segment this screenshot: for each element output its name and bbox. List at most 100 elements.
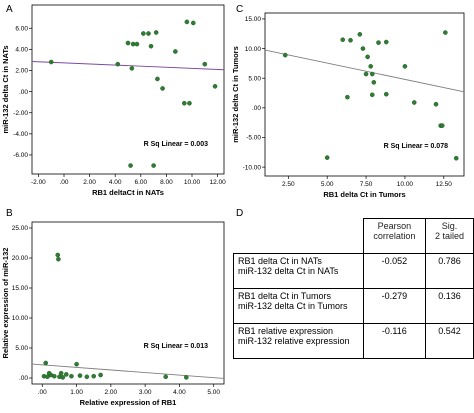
- table-header-sig: Sig. 2 tailed: [425, 218, 474, 254]
- data-point: [155, 76, 160, 82]
- table-header-row: Pearson correlation Sig. 2 tailed: [233, 218, 474, 254]
- data-point: [345, 94, 350, 100]
- x-tick-label: .00: [59, 179, 68, 186]
- y-axis-label: miR-132 delta Ct in Tumors: [231, 46, 240, 143]
- x-tick-label: 7.50: [360, 181, 373, 188]
- data-point: [368, 64, 374, 69]
- y-tick-label: 6.00: [15, 25, 28, 32]
- x-axis-label: RB1 deltaCt in NATs: [92, 188, 164, 197]
- data-point: [369, 92, 375, 98]
- data-point: [129, 66, 135, 71]
- data-point: [128, 163, 133, 168]
- data-point: [134, 41, 140, 47]
- data-point: [48, 59, 54, 65]
- r-squared-label: R Sq Linear = 0.003: [144, 141, 208, 148]
- x-tick-label: 6.00: [134, 179, 147, 186]
- data-point: [402, 64, 408, 69]
- y-axis-label: Relative expression of miR-132: [1, 248, 10, 359]
- data-point: [371, 80, 377, 85]
- x-tick-label: 4.00: [109, 179, 122, 186]
- data-point: [141, 31, 146, 36]
- x-axis-label: RB1 delta Ct in Tumors: [323, 190, 405, 199]
- data-point: [453, 155, 459, 161]
- data-point: [91, 373, 97, 379]
- data-point: [365, 54, 370, 60]
- panel-label-b: B: [6, 208, 13, 219]
- panel-label-d: D: [236, 208, 243, 219]
- data-point: [69, 373, 74, 379]
- data-point: [183, 375, 189, 380]
- row-pearson: -0.116: [362, 322, 427, 359]
- data-point: [148, 43, 154, 49]
- x-tick-label: 5.00: [207, 389, 220, 396]
- data-point: [77, 373, 83, 378]
- row-label: RB1 relative expression miR-132 relative…: [233, 322, 364, 359]
- table-row: RB1 relative expression miR-132 relative…: [233, 322, 474, 359]
- data-point: [63, 372, 69, 377]
- row-sig: 0.786: [425, 252, 474, 289]
- data-point: [58, 370, 64, 376]
- x-tick-label: 10.00: [397, 181, 414, 188]
- data-point: [383, 91, 389, 97]
- x-axis-label: Relative expression of RB1: [80, 398, 177, 407]
- data-point: [74, 361, 79, 367]
- plot-frame: [264, 12, 465, 177]
- y-tick-label: 20.00: [12, 255, 29, 262]
- data-point: [130, 41, 136, 47]
- data-point: [84, 374, 90, 380]
- table-row: RB1 delta Ct in Tumors miR-132 delta Ct …: [233, 287, 474, 324]
- y-tick-label: -2.00: [13, 110, 28, 117]
- panel-label-a: A: [6, 4, 13, 15]
- data-point: [202, 61, 208, 67]
- plot-frame: [31, 4, 225, 175]
- y-tick-label: 15.00: [12, 285, 29, 292]
- row-sig: 0.136: [425, 287, 474, 324]
- x-tick-label: 2.00: [83, 179, 96, 186]
- data-point: [369, 71, 375, 77]
- y-tick-label: .00: [252, 105, 261, 112]
- x-tick-label: 8.00: [160, 179, 173, 186]
- data-point: [443, 30, 448, 35]
- data-point: [433, 101, 439, 107]
- y-tick-label: -6.00: [13, 152, 28, 159]
- data-point: [340, 37, 346, 42]
- y-tick-label: 10.00: [12, 315, 29, 322]
- table-header-corner: [233, 218, 364, 254]
- y-tick-label: 10.00: [245, 46, 262, 53]
- x-tick-label: -2.00: [31, 179, 46, 186]
- row-label: RB1 delta Ct in NATs miR-132 delta Ct in…: [233, 252, 364, 289]
- data-point: [151, 163, 156, 168]
- data-point: [43, 360, 49, 366]
- x-tick-label: 5.00: [321, 181, 334, 188]
- x-tick-label: 12.50: [436, 181, 453, 188]
- data-point: [163, 374, 169, 380]
- y-tick-label: -5.00: [246, 135, 261, 142]
- x-tick-label: .00: [38, 389, 47, 396]
- correlation-table: Pearson correlation Sig. 2 tailed RB1 de…: [233, 218, 474, 359]
- data-point: [411, 100, 417, 105]
- x-tick-label: 2.50: [282, 181, 295, 188]
- y-tick-label: 15.00: [245, 16, 262, 23]
- data-point: [182, 100, 187, 106]
- fit-line: [31, 61, 225, 71]
- data-point: [125, 40, 131, 46]
- r-squared-label: R Sq Linear = 0.013: [144, 343, 208, 350]
- x-tick-label: 10.00: [184, 179, 201, 186]
- data-point: [360, 46, 366, 51]
- data-point: [376, 40, 381, 45]
- data-point: [160, 86, 165, 91]
- header-sig-label: Sig. 2 tailed: [434, 221, 465, 241]
- y-tick-label: 25.00: [12, 225, 29, 232]
- header-pearson-label: Pearson correlation: [373, 221, 416, 241]
- y-tick-label: 2.00: [15, 68, 28, 75]
- table-row: RB1 delta Ct in NATs miR-132 delta Ct in…: [233, 252, 474, 289]
- data-point: [51, 373, 57, 379]
- data-point: [98, 372, 103, 378]
- data-point: [146, 31, 151, 36]
- data-point: [190, 20, 196, 26]
- y-tick-label: .00: [19, 89, 28, 96]
- chart-b: .00 1.00 2.00 3.00 4.00 5.00 .00 5.00 10.00 15.00…: [1, 221, 225, 407]
- plot-frame: [31, 221, 225, 385]
- r-squared-label: R Sq Linear = 0.078: [384, 143, 448, 150]
